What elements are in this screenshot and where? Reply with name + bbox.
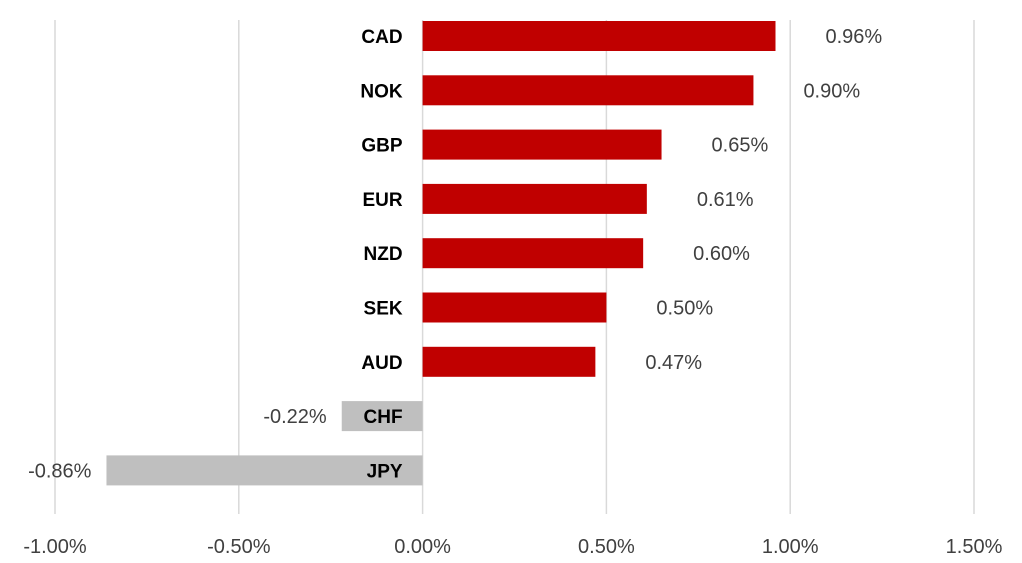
- data-label: 0.90%: [803, 80, 860, 102]
- bars: [106, 21, 776, 486]
- category-label: NZD: [364, 244, 403, 265]
- category-label: AUD: [361, 353, 402, 374]
- category-label: GBP: [361, 136, 403, 157]
- data-label: 0.65%: [712, 135, 769, 157]
- bar-cad: [422, 21, 776, 51]
- bar-nzd: [422, 238, 644, 269]
- data-label: 0.61%: [697, 189, 754, 211]
- category-label: CAD: [361, 27, 402, 48]
- data-label: 0.50%: [656, 298, 713, 320]
- bar-nok: [422, 75, 754, 106]
- category-label: CHF: [364, 407, 403, 428]
- x-tick-label: 1.50%: [946, 536, 1003, 558]
- data-label: 0.60%: [693, 243, 750, 265]
- category-label: NOK: [360, 81, 403, 102]
- bar-sek: [422, 292, 607, 323]
- x-axis-ticks: -1.00% -0.50% 0.00% 0.50% 1.00% 1.50%: [23, 536, 1002, 558]
- category-label: JPY: [367, 461, 403, 482]
- category-label: EUR: [362, 190, 402, 211]
- labels: CAD 0.96% NOK 0.90% GBP 0.65% EUR 0.61% NZD 0.60%…: [28, 26, 882, 482]
- bar-jpy: [106, 455, 423, 486]
- bar-aud: [422, 346, 596, 377]
- data-label: -0.86%: [28, 460, 92, 482]
- data-label: 0.96%: [825, 26, 882, 48]
- bar-gbp: [422, 129, 662, 160]
- x-tick-label: -1.00%: [23, 536, 87, 558]
- data-label: 0.47%: [645, 352, 702, 374]
- x-tick-label: -0.50%: [207, 536, 271, 558]
- x-tick-label: 1.00%: [762, 536, 819, 558]
- x-tick-label: 0.00%: [394, 536, 451, 558]
- x-tick-label: 0.50%: [578, 536, 635, 558]
- bar-eur: [422, 183, 647, 214]
- category-label: SEK: [364, 299, 403, 320]
- bar-chf: [341, 401, 423, 432]
- data-label: -0.22%: [263, 406, 327, 428]
